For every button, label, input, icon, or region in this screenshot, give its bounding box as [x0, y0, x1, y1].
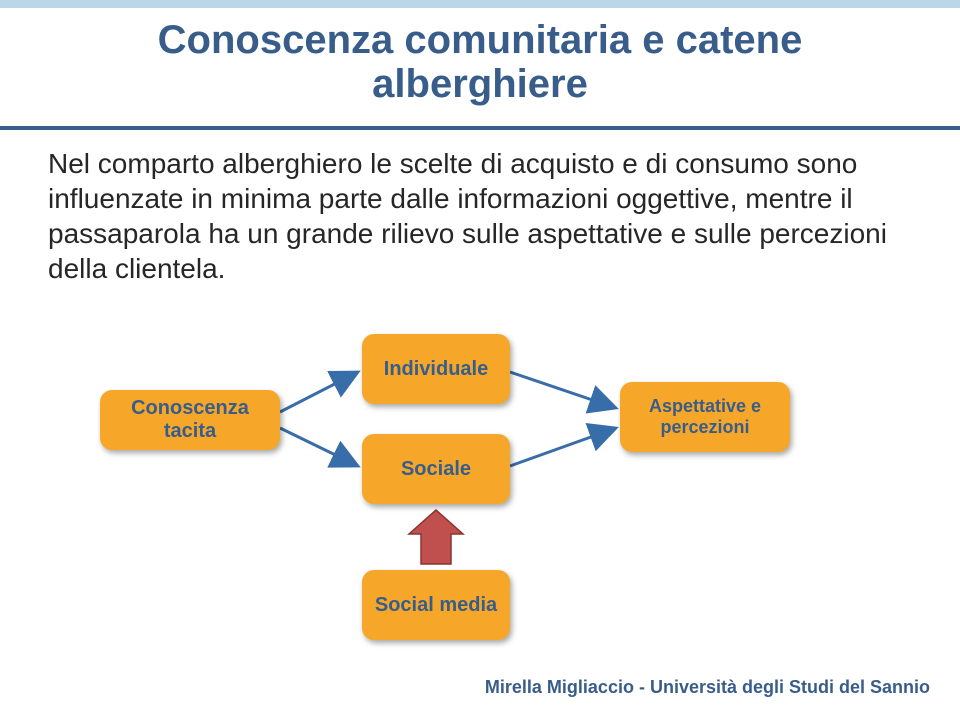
edge-socialmedia-sociale — [409, 510, 463, 564]
node-aspettative-label: Aspettative e percezioni — [630, 396, 780, 438]
edge-sociale-aspettative — [510, 428, 616, 466]
node-individuale-label: Individuale — [384, 358, 488, 381]
title-line1: Conoscenza comunitaria e catene — [48, 18, 912, 62]
node-socialmedia-label: Social media — [375, 594, 497, 617]
footer: Mirella Migliaccio - Università degli St… — [485, 677, 930, 698]
diagram: Conoscenza tacita Individuale Sociale As… — [0, 320, 960, 680]
node-aspettative: Aspettative e percezioni — [620, 382, 790, 452]
title-zone: Conoscenza comunitaria e catene alberghi… — [48, 18, 912, 106]
topbar — [0, 0, 960, 8]
edge-tacita-sociale — [280, 428, 358, 466]
body-text: Nel comparto alberghiero le scelte di ac… — [48, 146, 918, 286]
node-individuale: Individuale — [362, 334, 510, 404]
edge-individuale-aspettative — [510, 372, 616, 408]
node-tacita-label: Conoscenza tacita — [110, 397, 270, 443]
title-rule — [0, 126, 960, 130]
node-tacita: Conoscenza tacita — [100, 390, 280, 450]
title-line2: alberghiere — [48, 62, 912, 106]
node-socialmedia: Social media — [362, 570, 510, 640]
node-sociale-label: Sociale — [401, 458, 471, 481]
slide: Conoscenza comunitaria e catene alberghi… — [0, 0, 960, 716]
node-sociale: Sociale — [362, 434, 510, 504]
edge-tacita-individuale — [280, 372, 358, 412]
